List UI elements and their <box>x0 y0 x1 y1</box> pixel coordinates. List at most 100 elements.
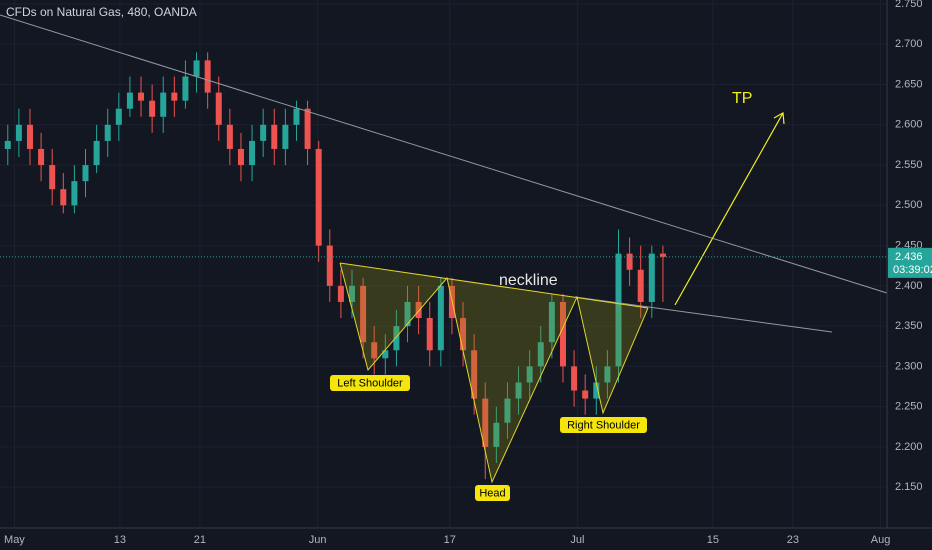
candle-body <box>437 285 444 351</box>
candle-body <box>493 422 500 447</box>
candle-body <box>38 148 45 166</box>
y-tick-label: 2.250 <box>895 401 923 413</box>
candle-body <box>282 124 289 149</box>
candle-body <box>271 124 278 149</box>
candle-body <box>260 124 267 141</box>
x-tick-label: Jun <box>309 534 327 546</box>
candle-body <box>415 301 422 319</box>
x-tick-label: Jul <box>570 534 584 546</box>
candle-body <box>326 245 333 286</box>
candle-body <box>571 366 578 391</box>
pattern-line <box>339 262 649 484</box>
candle-body <box>293 108 300 125</box>
candle-body <box>226 124 233 149</box>
trendline <box>574 296 833 333</box>
candle-body <box>471 350 478 399</box>
label-box <box>560 417 647 433</box>
candle-body <box>504 398 511 423</box>
label-box <box>330 375 410 391</box>
neckline <box>339 262 649 309</box>
neckline-label: neckline <box>499 272 558 289</box>
head-label: Head <box>479 487 505 499</box>
candle-body <box>404 301 411 327</box>
right-shoulder-label: Right Shoulder <box>567 419 640 431</box>
candle-body <box>393 326 400 351</box>
y-tick-label: 2.400 <box>895 280 923 292</box>
candle-body <box>126 92 133 109</box>
y-tick-label: 2.500 <box>895 199 923 211</box>
x-tick-label: 21 <box>194 534 206 546</box>
candle-body <box>582 390 589 399</box>
x-tick-label: 17 <box>444 534 456 546</box>
arrow <box>674 112 784 306</box>
y-tick-label: 2.750 <box>895 0 923 10</box>
candles <box>4 52 666 480</box>
candle-body <box>337 285 344 302</box>
candle-body <box>426 318 433 351</box>
trendline <box>0 14 888 294</box>
candle-body <box>93 140 100 166</box>
y-tick-label: 2.300 <box>895 360 923 372</box>
candle-body <box>15 124 22 141</box>
candle-body <box>360 285 367 343</box>
candle-body <box>237 148 244 166</box>
candle-body <box>304 108 311 149</box>
candle-body <box>626 253 633 270</box>
last-price-label: 2.436 <box>895 251 923 263</box>
x-tick-label: May <box>4 534 25 546</box>
left-shoulder-label: Left Shoulder <box>337 377 403 389</box>
candle-body <box>604 366 611 383</box>
candle-body <box>349 285 356 302</box>
candle-body <box>659 253 666 257</box>
pattern-fill <box>340 263 648 482</box>
candle-body <box>249 140 256 166</box>
candle-body <box>593 382 600 399</box>
candle-body <box>71 181 78 206</box>
y-tick-label: 2.700 <box>895 38 923 50</box>
x-tick-label: 23 <box>787 534 799 546</box>
x-tick-label: Aug <box>871 534 891 546</box>
candle-body <box>215 92 222 125</box>
candle-body <box>182 76 189 101</box>
candle-body <box>515 382 522 399</box>
candle-body <box>60 189 67 206</box>
candle-body <box>171 92 178 101</box>
x-tick-label: 13 <box>114 534 126 546</box>
grid <box>0 0 887 528</box>
candle-body <box>204 60 211 93</box>
candle-body <box>537 342 544 367</box>
candle-body <box>382 350 389 359</box>
candle-body <box>637 269 644 302</box>
candle-body <box>648 253 655 302</box>
candle-body <box>49 165 56 190</box>
candle-body <box>104 124 111 141</box>
chart-title: CFDs on Natural Gas, 480, OANDA <box>6 5 197 19</box>
y-tick-label: 2.600 <box>895 119 923 131</box>
y-tick-label: 2.150 <box>895 481 923 493</box>
arrow-head <box>773 112 785 125</box>
y-tick-label: 2.550 <box>895 159 923 171</box>
candle-body <box>193 60 200 77</box>
y-tick-label: 2.350 <box>895 320 923 332</box>
tp-label: TP <box>732 90 752 107</box>
candle-body <box>149 100 156 117</box>
candle-body <box>548 301 555 343</box>
last-price-tag <box>888 247 932 278</box>
candle-body <box>138 92 145 101</box>
candle-body <box>526 366 533 383</box>
candle-body <box>482 398 489 447</box>
candle-body <box>315 148 322 246</box>
candle-body <box>371 342 378 359</box>
candle-body <box>4 140 11 149</box>
countdown-label: 03:39:02 <box>893 264 932 276</box>
candle-body <box>82 165 89 182</box>
candle-body <box>460 318 467 351</box>
x-tick-label: 15 <box>707 534 719 546</box>
label-box <box>475 485 510 501</box>
candle-body <box>160 92 167 117</box>
y-tick-label: 2.650 <box>895 78 923 90</box>
candle-body <box>115 108 122 125</box>
y-tick-label: 2.200 <box>895 441 923 453</box>
